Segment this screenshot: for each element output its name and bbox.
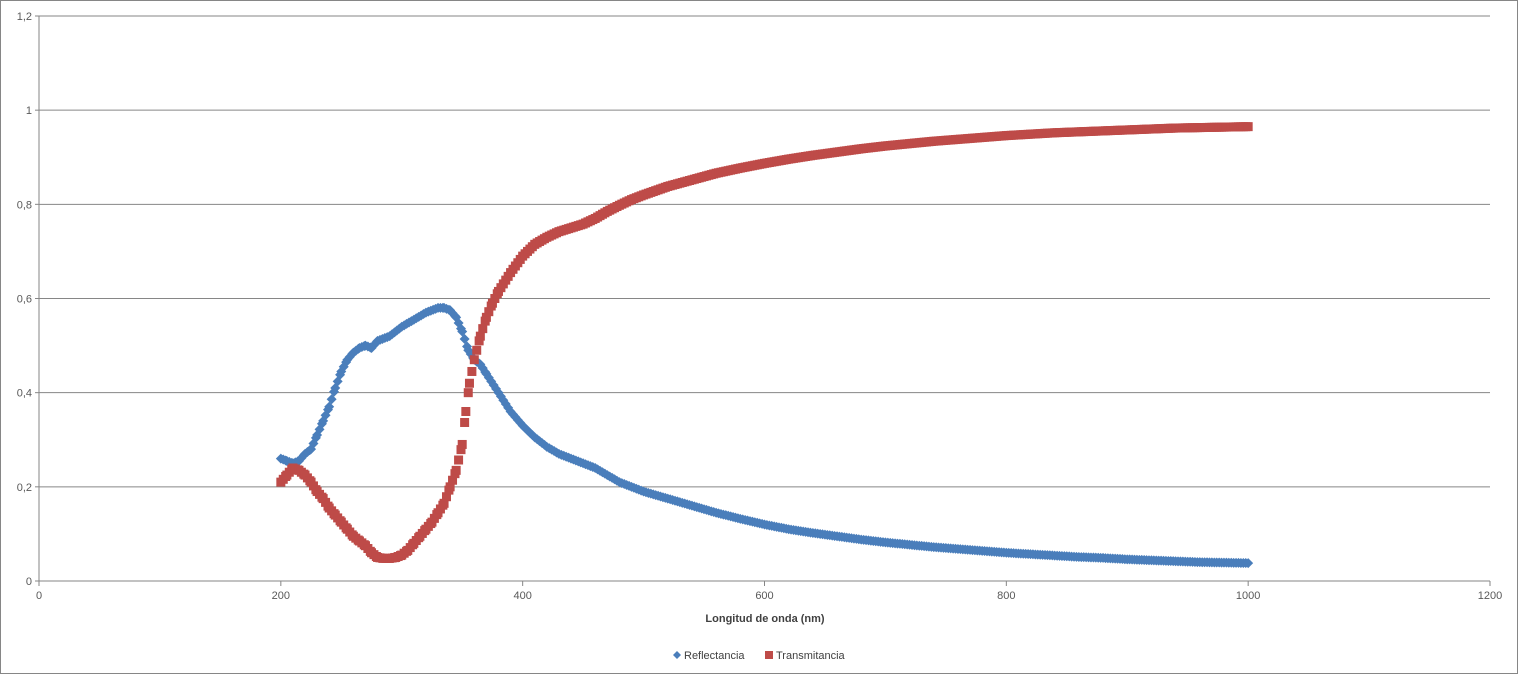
y-tick-label: 0,8 — [17, 199, 32, 211]
data-point — [474, 336, 484, 346]
data-point — [439, 498, 449, 508]
x-tick-label: 0 — [36, 590, 42, 602]
data-point — [457, 326, 468, 337]
series-transmitancia — [276, 122, 1253, 563]
data-point — [460, 417, 470, 427]
x-tick-label: 800 — [997, 590, 1015, 602]
x-tick-label: 200 — [272, 590, 290, 602]
x-tick-label: 600 — [755, 590, 773, 602]
axes — [35, 15, 1491, 586]
data-point — [456, 445, 466, 455]
y-tick-label: 0,6 — [17, 294, 32, 306]
data-point — [467, 366, 477, 376]
data-point — [459, 333, 470, 344]
y-tick-label: 1,2 — [17, 11, 32, 23]
legend: Reflectancia Transmitancia — [673, 650, 846, 662]
x-axis-title: Longitud de onda (nm) — [705, 613, 824, 625]
data-point — [448, 475, 458, 485]
grid-lines — [39, 15, 1490, 488]
legend-item-reflectancia: Reflectancia — [673, 650, 745, 662]
y-tick-label: 0 — [26, 576, 32, 588]
x-tick-label: 1200 — [1478, 590, 1502, 602]
x-tick-labels: 0 200 400 600 800 1000 1200 — [36, 590, 1502, 602]
y-tick-labels: 0 0,2 0,4 0,6 0,8 1 1,2 — [17, 11, 32, 588]
legend-label: Reflectancia — [684, 650, 745, 662]
data-point — [324, 401, 335, 412]
legend-label: Transmitancia — [776, 650, 846, 662]
data-point — [457, 439, 467, 449]
series-reflectancia — [275, 302, 1254, 569]
data-point — [469, 355, 479, 365]
data-point — [1243, 558, 1254, 569]
data-point — [1243, 122, 1253, 132]
data-point — [472, 345, 482, 355]
data-point — [490, 294, 500, 303]
data-point — [326, 394, 337, 405]
x-tick-label: 1000 — [1236, 590, 1260, 602]
data-point — [464, 378, 474, 388]
legend-marker — [673, 651, 681, 659]
x-tick-label: 400 — [513, 590, 531, 602]
legend-marker — [765, 651, 773, 659]
data-point — [463, 388, 473, 398]
data-point — [481, 312, 491, 322]
legend-item-transmitancia: Transmitancia — [765, 650, 846, 662]
data-point — [445, 482, 455, 492]
data-point — [441, 492, 451, 502]
y-tick-label: 0,2 — [17, 482, 32, 494]
series-layer — [275, 122, 1254, 569]
data-point — [461, 407, 471, 416]
data-point — [475, 331, 485, 341]
y-tick-label: 1 — [26, 105, 32, 117]
data-point — [487, 298, 497, 308]
data-point — [451, 465, 461, 475]
data-point — [484, 307, 494, 317]
y-tick-label: 0,4 — [17, 388, 32, 400]
data-point — [454, 455, 464, 465]
data-point — [478, 324, 488, 334]
